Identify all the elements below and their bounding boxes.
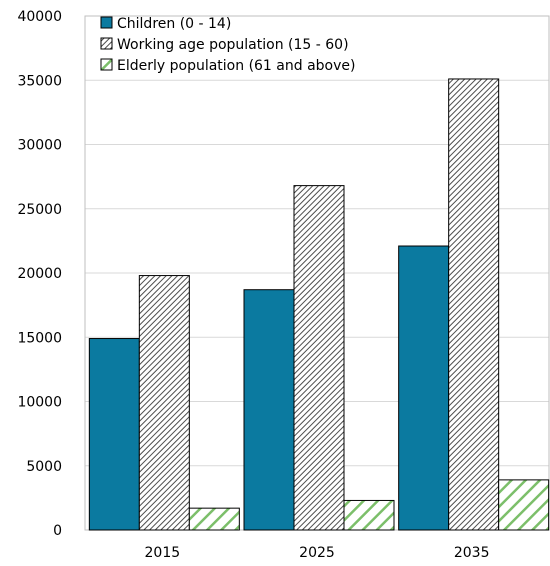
y-tick-label: 10000 xyxy=(17,395,62,411)
bar-2035-series-2 xyxy=(498,479,550,531)
bar-2015-series-2 xyxy=(188,507,240,531)
y-tick-label: 40000 xyxy=(17,9,62,25)
legend-swatch-1 xyxy=(100,37,113,50)
y-tick-label: 5000 xyxy=(26,459,62,475)
x-axis: 2015 2025 2035 xyxy=(145,545,490,561)
y-axis: 0 5000 10000 15000 20000 25000 30000 35000 40000 xyxy=(17,9,62,539)
bar-2025-series-2 xyxy=(343,499,395,531)
y-tick-label: 30000 xyxy=(17,138,62,154)
y-tick-label: 35000 xyxy=(17,73,62,89)
x-tick-label: 2025 xyxy=(299,545,335,561)
bar-2025-series-1 xyxy=(293,185,345,531)
y-tick-label: 15000 xyxy=(17,330,62,346)
legend: Children (0 - 14) Working age population … xyxy=(100,16,355,74)
bar-2015-series-1 xyxy=(138,275,190,531)
bar-2035-series-0 xyxy=(398,245,450,531)
bar-2025-series-0 xyxy=(243,289,295,531)
bars xyxy=(88,78,550,531)
bar-2035-series-1 xyxy=(448,78,500,531)
x-tick-label: 2015 xyxy=(145,545,181,561)
y-tick-label: 20000 xyxy=(17,266,62,282)
y-tick-label: 25000 xyxy=(17,202,62,218)
legend-label-2: Elderly population (61 and above) xyxy=(117,58,355,74)
legend-swatch-2 xyxy=(100,58,113,71)
legend-label-1: Working age population (15 - 60) xyxy=(117,37,349,53)
x-tick-label: 2035 xyxy=(454,545,490,561)
bar-2015-series-0 xyxy=(88,338,140,531)
legend-label-0: Children (0 - 14) xyxy=(117,16,231,32)
legend-swatch-0 xyxy=(100,16,113,29)
y-tick-label: 0 xyxy=(53,523,62,539)
